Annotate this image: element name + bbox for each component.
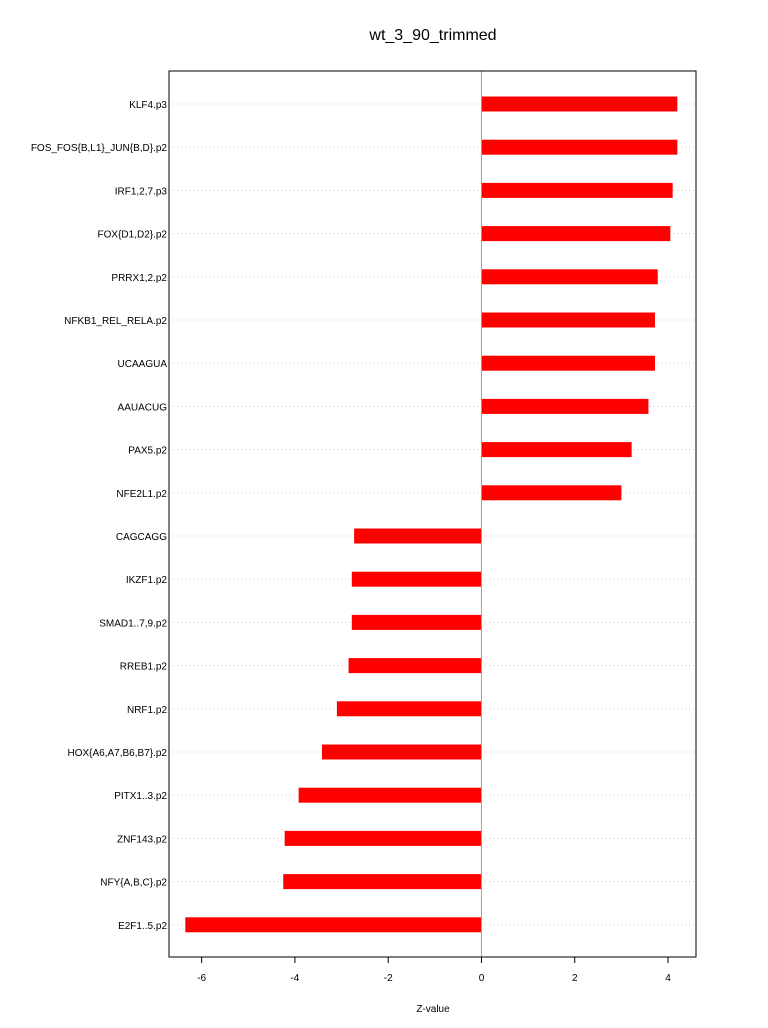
bar [298,787,482,803]
bar [284,830,482,846]
bar [481,182,673,198]
x-tick-label: 4 [665,973,671,984]
category-label: HOX{A6,A7,B6,B7}.p2 [67,748,167,759]
category-label: PRRX1,2.p2 [111,273,167,284]
plot-frame [168,70,697,958]
category-label: PITX1..3.p2 [114,791,167,802]
x-axis-label: Z-value [416,1004,450,1015]
category-label: NFE2L1.p2 [116,489,167,500]
category-label: SMAD1..7,9.p2 [99,618,167,629]
bar [481,96,678,112]
bar [283,874,482,890]
x-tick-label: 2 [572,973,578,984]
bar [481,355,655,371]
bar [348,658,482,674]
category-label: FOS_FOS{B,L1}_JUN{B,D}.p2 [31,143,168,154]
bar [185,917,482,933]
category-label: PAX5.p2 [128,446,167,457]
category-label: UCAAGUA [118,359,168,370]
bar [481,269,658,285]
bar [481,485,622,501]
category-label: NRF1.p2 [127,705,167,716]
bar [351,614,482,630]
category-label: FOX{D1,D2}.p2 [98,230,168,241]
bar [321,744,482,760]
x-axis-ticks: -6 -4 -2 0 2 4 [197,956,671,984]
category-label: RREB1.p2 [120,662,168,673]
x-tick-label: -6 [197,973,206,984]
category-label: AAUACUG [118,402,168,413]
bar [481,139,678,155]
bar [481,226,671,242]
chart-title: wt_3_90_trimmed [368,27,496,44]
category-label: NFKB1_REL_RELA.p2 [64,316,167,327]
bar [336,701,482,717]
x-tick-label: 0 [479,973,485,984]
category-label: KLF4.p3 [129,100,167,111]
bar [481,398,649,414]
bars [185,96,678,933]
category-label: ZNF143.p2 [117,834,167,845]
bar [481,442,632,458]
category-label: NFY{A,B,C}.p2 [100,878,167,889]
x-tick-label: -4 [290,973,299,984]
category-label: IRF1,2,7.p3 [115,186,168,197]
bar [354,528,482,544]
x-tick-label: -2 [384,973,393,984]
category-labels: KLF4.p3 FOS_FOS{B,L1}_JUN{B,D}.p2 IRF1,2,7… [31,100,168,932]
bar [351,571,482,587]
category-label: CAGCAGG [116,532,167,543]
bar [481,312,655,328]
category-label: IKZF1.p2 [126,575,168,586]
category-label: E2F1..5.p2 [118,921,167,932]
